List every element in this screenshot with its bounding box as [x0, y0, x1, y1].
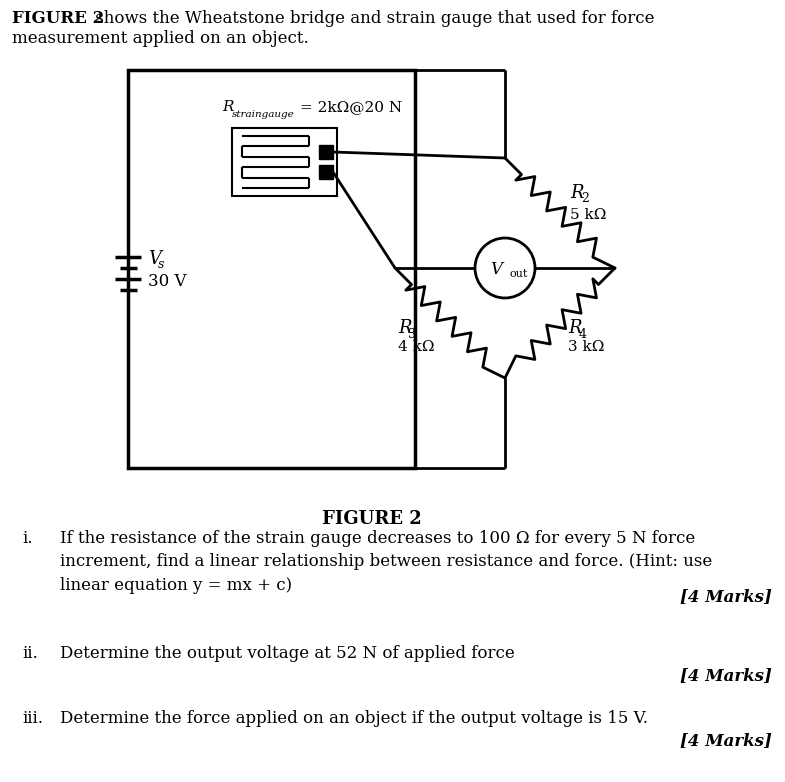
- Text: R: R: [398, 319, 411, 337]
- Bar: [128, 70, 415, 468]
- Text: 30 V: 30 V: [148, 274, 187, 290]
- Text: ii.: ii.: [22, 645, 38, 662]
- Text: FIGURE 2: FIGURE 2: [12, 10, 104, 27]
- Text: V: V: [148, 250, 161, 268]
- Text: s: s: [158, 259, 164, 271]
- Text: 2: 2: [581, 192, 589, 206]
- Text: = 2kΩ@20 N: = 2kΩ@20 N: [300, 100, 402, 114]
- Text: [4 Marks]: [4 Marks]: [680, 588, 772, 605]
- Bar: [319, 165, 333, 179]
- Text: straingauge: straingauge: [232, 110, 294, 119]
- Text: 4: 4: [579, 328, 587, 340]
- Text: [4 Marks]: [4 Marks]: [680, 732, 772, 749]
- Text: R: R: [570, 184, 583, 202]
- Text: If the resistance of the strain gauge decreases to 100 Ω for every 5 N force
inc: If the resistance of the strain gauge de…: [60, 530, 712, 594]
- Text: R: R: [222, 100, 233, 114]
- Text: measurement applied on an object.: measurement applied on an object.: [12, 30, 309, 47]
- Text: FIGURE 2: FIGURE 2: [322, 510, 422, 528]
- Text: i.: i.: [22, 530, 32, 547]
- Text: 5 kΩ: 5 kΩ: [570, 208, 606, 222]
- Text: 4 kΩ: 4 kΩ: [398, 340, 435, 354]
- Text: Determine the force applied on an object if the output voltage is 15 V.: Determine the force applied on an object…: [60, 710, 648, 727]
- Text: shows the Wheatstone bridge and strain gauge that used for force: shows the Wheatstone bridge and strain g…: [90, 10, 655, 27]
- Text: Determine the output voltage at 52 N of applied force: Determine the output voltage at 52 N of …: [60, 645, 515, 662]
- Text: V: V: [490, 260, 502, 278]
- Circle shape: [475, 238, 535, 298]
- Text: R: R: [568, 319, 582, 337]
- Text: out: out: [509, 269, 528, 279]
- Text: [4 Marks]: [4 Marks]: [680, 667, 772, 684]
- Text: 3 kΩ: 3 kΩ: [568, 340, 604, 354]
- Bar: [319, 145, 333, 159]
- Text: iii.: iii.: [22, 710, 43, 727]
- Text: 3: 3: [408, 328, 416, 340]
- Bar: [232, 128, 337, 196]
